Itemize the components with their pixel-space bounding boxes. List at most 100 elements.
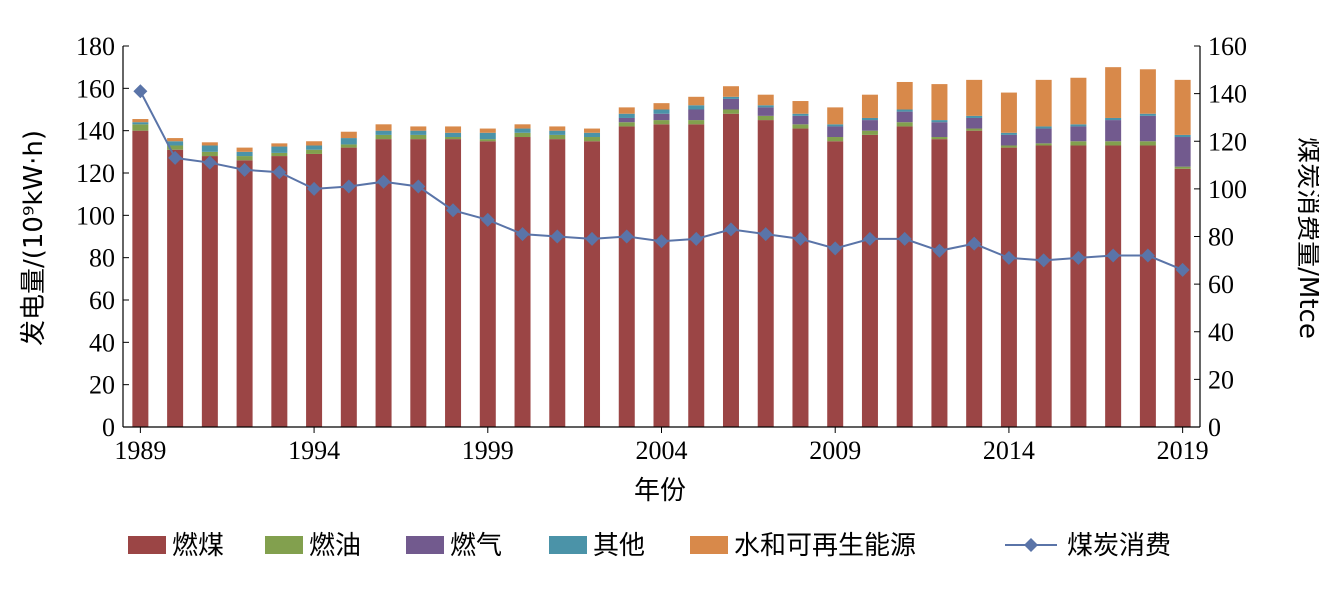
bar-segment <box>966 79 983 116</box>
bar-segment <box>514 124 531 129</box>
y-tick-label: 0 <box>102 413 115 442</box>
bar-segment <box>931 137 948 140</box>
bar-segment <box>757 105 774 108</box>
legend-label: 水和可再生能源 <box>734 531 916 561</box>
bar-segment <box>514 137 531 427</box>
bar-segment <box>861 94 878 118</box>
x-tick-label: 1999 <box>462 436 514 465</box>
bar-segment <box>722 86 739 97</box>
y-tick-label: 20 <box>89 371 115 400</box>
bar-segment <box>445 139 462 427</box>
line-point <box>932 243 947 258</box>
bar-segment <box>375 124 392 131</box>
bar-segment <box>340 138 357 145</box>
bar-segment <box>931 139 948 427</box>
bar-segment <box>549 139 566 427</box>
bar-segment <box>1070 145 1087 427</box>
bar-segment <box>201 145 218 152</box>
line-point <box>480 212 495 227</box>
bar-segment <box>688 96 705 106</box>
bar-segment <box>827 141 844 427</box>
bar-segment <box>201 156 218 428</box>
line-point <box>1036 253 1051 268</box>
y-tick-label: 120 <box>76 159 115 188</box>
y2-tick-label: 100 <box>1208 175 1247 204</box>
legend-swatch <box>690 536 728 554</box>
legend-swatch <box>128 536 166 554</box>
bar-segment <box>618 107 635 114</box>
line-point <box>411 179 426 194</box>
bar-segment <box>861 120 878 131</box>
line-point <box>1175 262 1190 277</box>
y2-axis-title: 煤炭消费量/Mtce <box>1293 137 1319 339</box>
bar-segment <box>653 120 670 125</box>
bar-segment <box>896 109 913 112</box>
bar-segment <box>132 122 149 125</box>
bar-segment <box>271 152 288 157</box>
bar-segment <box>861 117 878 121</box>
bar-segment <box>827 124 844 127</box>
legend-label: 燃油 <box>309 531 361 561</box>
bar-segment <box>271 146 288 153</box>
bar-segment <box>1000 147 1017 427</box>
bar-segment <box>271 156 288 428</box>
bar-segment <box>653 113 670 121</box>
line-point <box>654 234 669 249</box>
bar-segment <box>236 160 253 428</box>
bar-segment <box>549 134 566 140</box>
bar-segment <box>167 138 184 142</box>
bar-segment <box>1174 137 1191 167</box>
bar-segment <box>306 153 323 427</box>
x-tick-label: 1994 <box>288 436 340 465</box>
bar-segment <box>1105 141 1122 146</box>
bar-segment <box>584 132 601 138</box>
bar-segment <box>1070 77 1087 125</box>
bar-segment <box>479 141 496 427</box>
bar-segment <box>827 126 844 138</box>
line-point <box>133 84 148 99</box>
bar-segment <box>896 122 913 127</box>
bar-segment <box>479 132 496 140</box>
bar-segment <box>722 113 739 427</box>
bar-segment <box>479 139 496 142</box>
bar-segment <box>1139 141 1156 146</box>
bar-segment <box>827 137 844 142</box>
bar-segment <box>410 126 427 131</box>
bar-segment <box>1174 79 1191 135</box>
y-tick-label: 100 <box>76 201 115 230</box>
bar-segment <box>1139 113 1156 116</box>
x-axis-title: 年份 <box>634 476 686 506</box>
bar-segment <box>375 130 392 135</box>
bar-segment <box>410 130 427 135</box>
bar-segment <box>340 144 357 148</box>
legend-label: 燃煤 <box>172 531 224 561</box>
bar-segment <box>1174 134 1191 138</box>
line-point <box>341 179 356 194</box>
line-point <box>1001 250 1016 265</box>
bar-segment <box>618 122 635 127</box>
bar-segment <box>236 147 253 152</box>
bar-segment <box>861 130 878 135</box>
bar-segment <box>722 96 739 99</box>
legend-label: 其他 <box>593 531 645 561</box>
bar-segment <box>584 128 601 133</box>
bar-segment <box>1105 145 1122 427</box>
bar-segment <box>132 130 149 427</box>
bar-segment <box>896 126 913 427</box>
bar-segment <box>1000 132 1017 135</box>
line-point <box>862 231 877 246</box>
line-point <box>619 229 634 244</box>
bar-segment <box>618 117 635 123</box>
y-tick-label: 160 <box>76 74 115 103</box>
line-point <box>168 150 183 165</box>
y-axis-title: 发电量/(10⁹kW·h) <box>19 130 49 346</box>
bar-segment <box>167 141 184 146</box>
bar-segment <box>271 143 288 147</box>
line-point <box>828 241 843 256</box>
y2-tick-label: 140 <box>1208 80 1247 109</box>
line-point <box>515 227 530 242</box>
bar-segment <box>306 145 323 150</box>
bar-segment <box>618 113 635 118</box>
bar-segment <box>688 105 705 110</box>
